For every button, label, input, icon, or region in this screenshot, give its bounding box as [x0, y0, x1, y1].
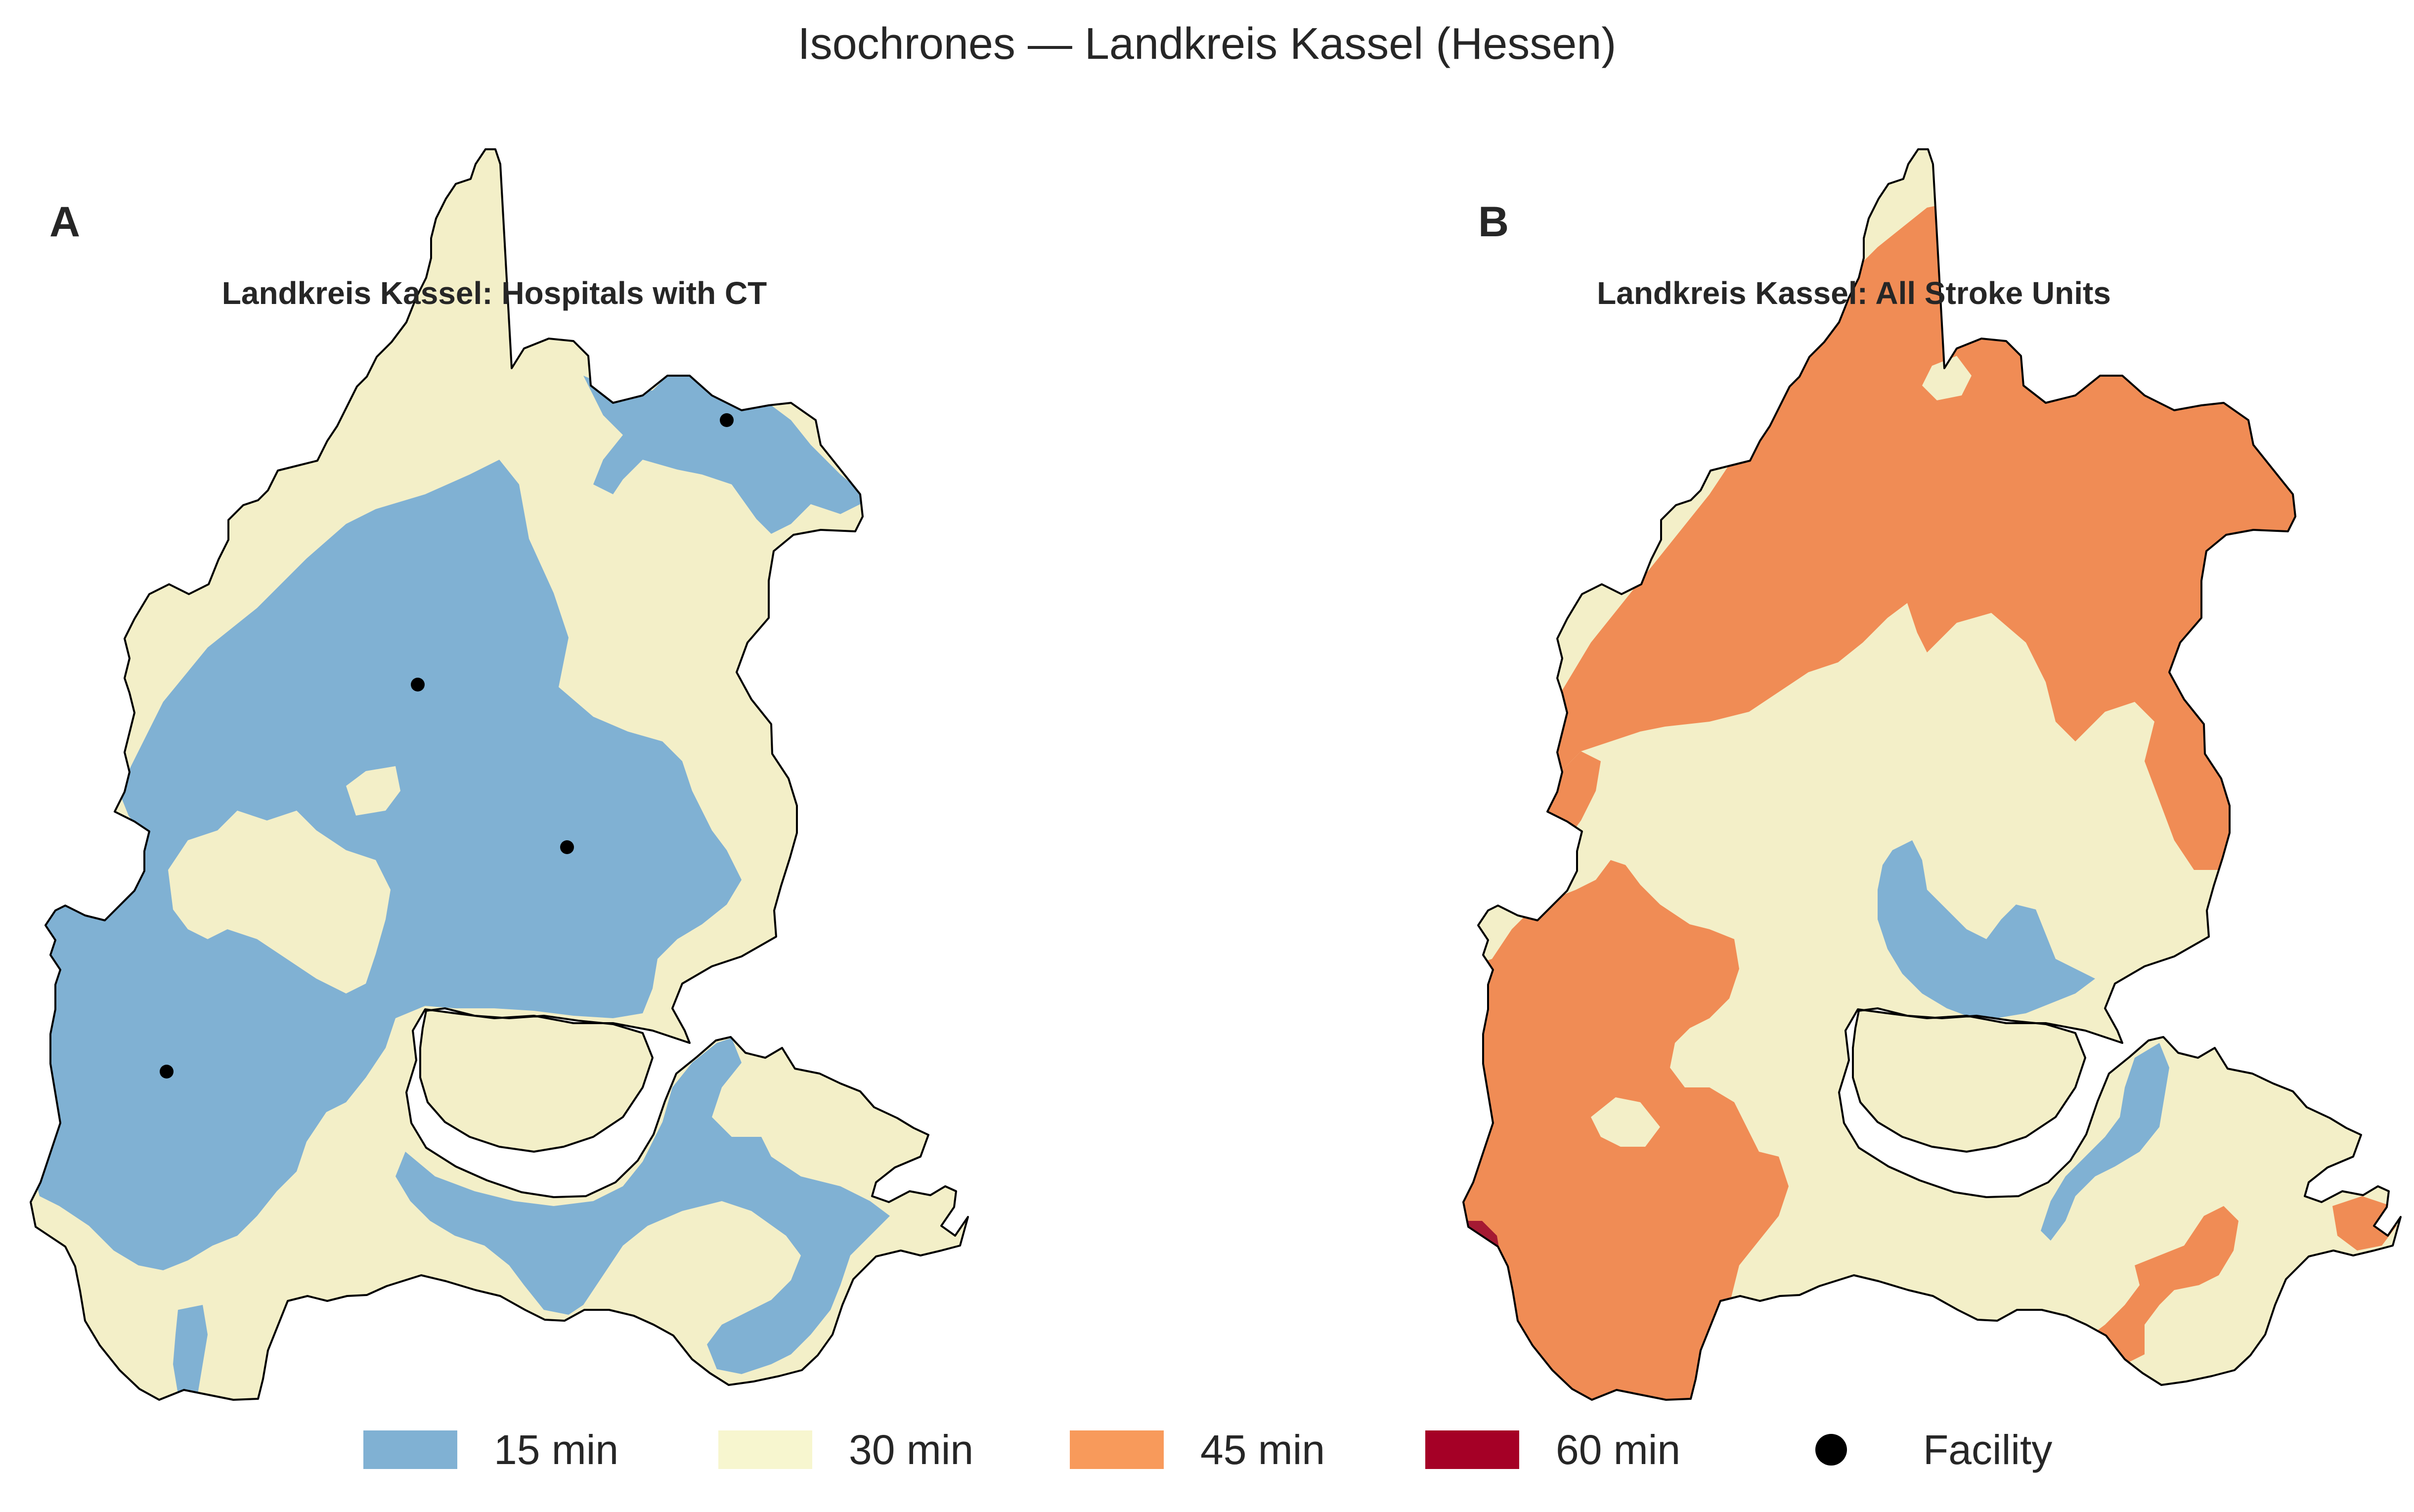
legend-swatch-60min	[1425, 1430, 1519, 1469]
panel-a-15min-sw	[173, 1305, 208, 1394]
legend-label-15min: 15 min	[494, 1426, 619, 1473]
legend-item-60min: 60 min	[1425, 1418, 1680, 1482]
legend-label-30min: 30 min	[849, 1426, 974, 1473]
panel-b-map-visible	[1462, 148, 2402, 1401]
panel-b-45min-far-east	[2332, 1196, 2397, 1251]
panel-b-15min-se	[2041, 1043, 2169, 1241]
panel-b-45min-se	[2085, 1206, 2238, 1364]
panel-a-title-overlay: Landkreis Kassel: Hospitals with CT	[221, 275, 767, 311]
panel-b-title-overlay: Landkreis Kassel: All Stroke Units	[1597, 275, 2111, 311]
legend-swatch-45min	[1070, 1430, 1164, 1469]
legend: 15 min 30 min 45 min 60 min Facility	[0, 1418, 2414, 1482]
legend-item-15min: 15 min	[363, 1418, 618, 1482]
legend-item-facility: Facility	[1785, 1418, 2052, 1482]
legend-item-30min: 30 min	[718, 1418, 973, 1482]
panel-b-15min-central	[1878, 840, 2095, 1018]
panel-a-30min-island-north	[346, 766, 400, 816]
legend-facility-dot-icon	[1815, 1434, 1847, 1466]
legend-label-facility: Facility	[1923, 1426, 2053, 1473]
panel-b-30min-top-notch	[1922, 356, 1972, 400]
legend-swatch-30min	[718, 1430, 812, 1469]
panel-a-map-visible	[30, 148, 969, 1401]
panel-b-30min-west-island	[1591, 1097, 1660, 1147]
panel-a-facility-1	[720, 413, 734, 427]
figure-title-overlay: Isochrones — Landkreis Kassel (Hessen)	[797, 19, 1617, 69]
legend-label-60min: 60 min	[1556, 1426, 1681, 1473]
legend-label-45min: 45 min	[1200, 1426, 1325, 1473]
panel-a-15min-north	[583, 371, 870, 534]
panel-a-facility-3	[560, 840, 574, 854]
panel-a-facility-4	[160, 1065, 174, 1079]
panel-a-15min-south	[395, 1038, 890, 1374]
legend-swatch-15min	[363, 1430, 457, 1469]
panel-a-15min-central	[35, 460, 742, 1270]
legend-item-45min: 45 min	[1070, 1418, 1325, 1482]
panel-a-letter-overlay: A	[49, 198, 81, 246]
panel-a-15min-areas	[35, 371, 890, 1394]
panel-b-letter-overlay: B	[1478, 198, 1509, 246]
panel-a-30min-island-west	[168, 811, 391, 994]
panel-a-facility-2	[411, 678, 425, 691]
